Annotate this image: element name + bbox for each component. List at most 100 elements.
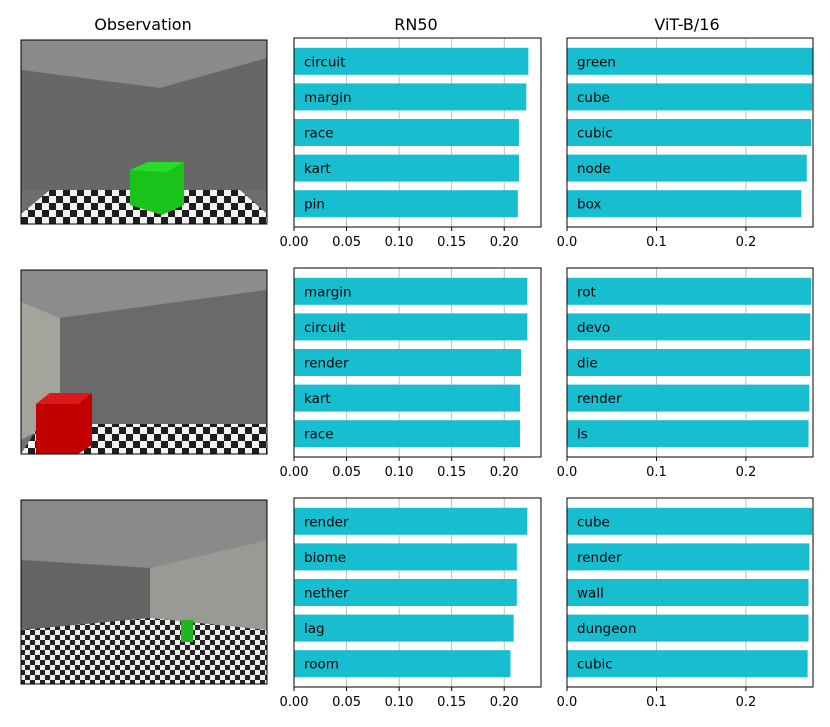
bar-label: kart <box>304 391 331 407</box>
bar-nether <box>294 579 517 606</box>
bar-render <box>567 384 810 412</box>
bar-label: dungeon <box>577 621 636 637</box>
bar-label: room <box>304 657 339 673</box>
bar-render <box>294 349 522 376</box>
bar-rot <box>567 277 812 305</box>
bar-lag <box>294 614 514 642</box>
x-tick-label: 0.1 <box>646 465 667 480</box>
bar-label: devo <box>577 320 610 336</box>
bar-label: render <box>577 550 622 566</box>
x-tick-label: 0.00 <box>280 695 309 710</box>
bar-circuit <box>294 313 528 341</box>
x-tick-label: 0.0 <box>557 695 578 710</box>
x-tick-label: 0.05 <box>332 465 361 480</box>
axes-frame <box>566 267 814 458</box>
bar-margin <box>294 83 527 111</box>
bar-label: race <box>304 427 334 443</box>
x-tick-label: 0.20 <box>490 235 519 250</box>
bar-node <box>567 154 807 182</box>
small-green-object <box>181 620 193 642</box>
bar-label: render <box>304 356 349 372</box>
bar-race <box>294 420 520 448</box>
bar-label: cube <box>577 514 610 530</box>
bar-label: circuit <box>304 320 345 336</box>
bar-label: lag <box>304 621 325 637</box>
bar-dungeon <box>567 614 809 642</box>
bar-label: rot <box>577 284 596 300</box>
x-tick-label: 0.15 <box>437 695 466 710</box>
x-tick-label: 0.00 <box>280 465 309 480</box>
x-tick-label: 0.10 <box>385 235 414 250</box>
bar-pin <box>294 190 518 218</box>
bar-cube <box>567 83 813 111</box>
chart-panel-vit-row-3: 0.0 0.1 0.2 cube render wall dungeon cubic <box>557 497 814 710</box>
bar-label: margin <box>304 284 352 300</box>
x-tick-label: 0.00 <box>280 235 309 250</box>
bar-label: margin <box>304 90 352 106</box>
bar-label: die <box>577 356 598 372</box>
column-title-rn50: RN50 <box>394 15 437 34</box>
bar-label: render <box>304 514 349 530</box>
axes-frame <box>566 497 814 688</box>
bar-box <box>567 190 802 218</box>
x-tick-label: 0.1 <box>646 695 667 710</box>
x-tick-label: 0.10 <box>385 695 414 710</box>
bar-cubic <box>567 119 812 146</box>
bar-label: render <box>577 391 622 407</box>
chart-panel-vit-row-2: 0.0 0.1 0.2 rot devo die render ls <box>557 267 814 480</box>
axes-frame <box>293 267 542 458</box>
chart-panel-vit-row-1: 0.0 0.1 0.2 green cube cubic node box <box>557 37 814 250</box>
bar-label: ls <box>577 427 588 443</box>
axes-frame <box>293 37 542 228</box>
bar-devo <box>567 313 811 341</box>
bar-render <box>567 543 810 571</box>
bar-render <box>294 507 528 535</box>
green-cube <box>130 162 184 215</box>
bar-label: wall <box>577 586 604 602</box>
red-cube <box>36 393 92 454</box>
x-tick-label: 0.15 <box>437 235 466 250</box>
x-tick-label: 0.05 <box>332 235 361 250</box>
observation-image-3 <box>20 499 268 685</box>
bar-margin <box>294 277 528 305</box>
bar-race <box>294 119 519 146</box>
bar-label: pin <box>304 197 325 213</box>
bar-label: cubic <box>577 126 613 142</box>
axes-frame <box>293 497 542 688</box>
chart-panel-rn50-row-2: 0.00 0.05 0.10 0.15 0.20 margin circuit render k… <box>280 267 542 480</box>
bar-label: node <box>577 161 611 177</box>
x-tick-label: 0.20 <box>490 465 519 480</box>
x-tick-label: 0.20 <box>490 695 519 710</box>
bar-green <box>567 47 813 75</box>
bar-label: box <box>577 197 601 213</box>
column-title-observation: Observation <box>94 15 191 34</box>
bar-wall <box>567 579 809 606</box>
x-tick-label: 0.2 <box>736 695 757 710</box>
bar-circuit <box>294 47 529 75</box>
column-title-vit: ViT-B/16 <box>654 15 719 34</box>
x-tick-label: 0.0 <box>557 465 578 480</box>
bar-label: nether <box>304 586 349 602</box>
x-tick-label: 0.2 <box>736 465 757 480</box>
x-tick-label: 0.05 <box>332 695 361 710</box>
bar-kart <box>294 384 520 412</box>
observation-image-1 <box>20 39 268 225</box>
x-tick-label: 0.15 <box>437 465 466 480</box>
chart-panel-rn50-row-1: 0.00 0.05 0.10 0.15 0.20 circuit margin race kar… <box>280 37 542 250</box>
axes-frame <box>566 37 814 228</box>
bar-label: race <box>304 126 334 142</box>
x-tick-label: 0.10 <box>385 465 414 480</box>
observation-image-2 <box>20 269 268 455</box>
bar-label: kart <box>304 161 331 177</box>
bar-biome <box>294 543 517 571</box>
bar-ls <box>567 420 809 448</box>
chart-panel-rn50-row-3: 0.00 0.05 0.10 0.15 0.20 render biome nether lag… <box>280 497 542 710</box>
x-tick-label: 0.1 <box>646 235 667 250</box>
x-tick-label: 0.2 <box>736 235 757 250</box>
bar-label: circuit <box>304 54 345 70</box>
bar-cubic <box>567 650 808 678</box>
bar-cube <box>567 507 813 535</box>
bar-kart <box>294 154 519 182</box>
bar-label: biome <box>304 550 346 566</box>
